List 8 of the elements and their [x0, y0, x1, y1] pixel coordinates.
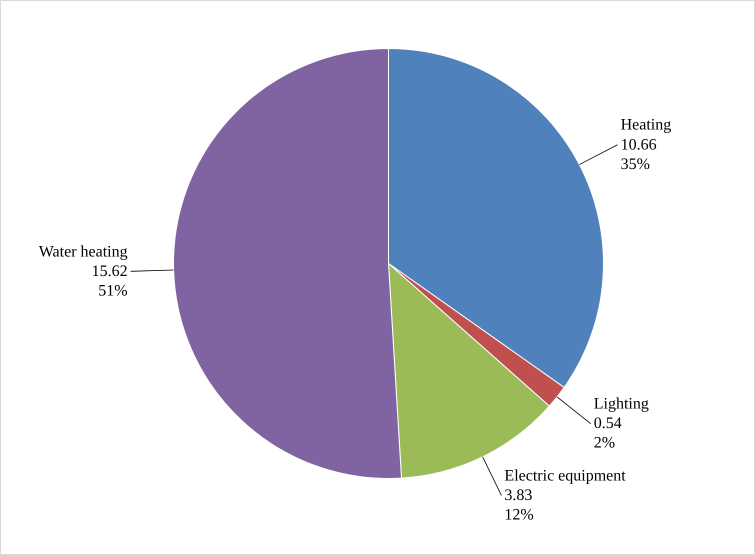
data-label: 15.62 51% — [92, 262, 128, 300]
slice-label: Electric equipment — [504, 467, 626, 484]
slice-label: Heating — [620, 116, 672, 134]
data-label: 3.83 12% — [504, 486, 534, 524]
data-label: 10.66 35% — [620, 136, 657, 173]
slice-label: Water heating — [38, 243, 128, 260]
data-label: 0.54 2% — [594, 415, 622, 452]
slice-label: Lighting — [594, 396, 649, 413]
